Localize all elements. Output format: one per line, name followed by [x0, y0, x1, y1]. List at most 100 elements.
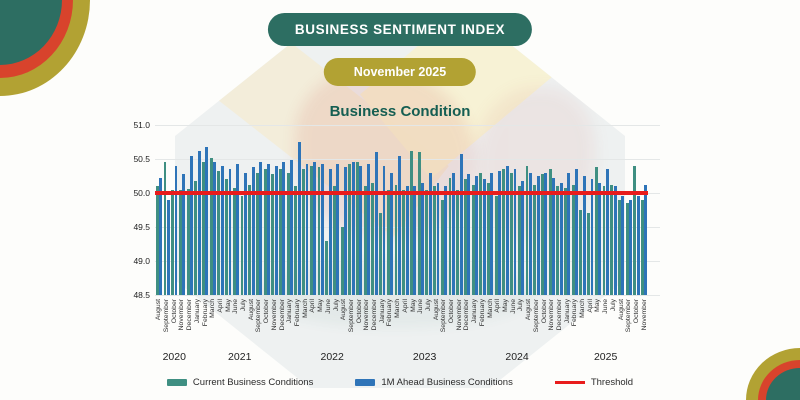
bar-1m-ahead-business-conditions [351, 162, 355, 295]
bar-current-business-conditions [548, 169, 552, 295]
x-axis-month-label: December [278, 299, 286, 331]
legend-current-business-conditions-label: Current Business Conditions [192, 377, 314, 388]
bar-1m-ahead-business-conditions [359, 165, 363, 295]
bar-current-business-conditions [641, 199, 644, 295]
bar-current-business-conditions [540, 173, 544, 295]
bar-current-business-conditions [348, 164, 352, 295]
x-axis-month-label: February [386, 299, 394, 327]
x-axis-month-label: September [163, 299, 171, 333]
x-axis-month-label: October [355, 299, 363, 324]
bar-1m-ahead-business-conditions [344, 167, 347, 295]
bar-current-business-conditions [394, 184, 398, 295]
x-axis-month-label: April [401, 299, 409, 313]
x-axis-month-label: May [409, 299, 417, 312]
x-axis-month-label: September [440, 299, 448, 333]
bar-1m-ahead-business-conditions [367, 164, 371, 295]
bar-1m-ahead-business-conditions [536, 176, 540, 295]
x-axis-month-label: September [625, 299, 633, 333]
bar-current-business-conditions [510, 172, 514, 295]
x-axis-month-label: July [332, 299, 340, 312]
bar-1m-ahead-business-conditions [282, 162, 286, 295]
bar-current-business-conditions [279, 169, 282, 295]
legend-current-business-conditions-swatch [166, 379, 187, 386]
bar-current-business-conditions [232, 187, 236, 295]
bar-1m-ahead-business-conditions [636, 196, 640, 295]
bar-current-business-conditions [602, 186, 606, 295]
x-axis-month-label: January [563, 299, 571, 324]
bar-current-business-conditions [209, 157, 213, 295]
bar-current-business-conditions [294, 186, 298, 295]
bar-1m-ahead-business-conditions [320, 164, 324, 295]
bar-current-business-conditions [309, 165, 313, 295]
bar-1m-ahead-business-conditions [490, 172, 494, 295]
y-axis-tick-label: 51.0 [133, 120, 150, 130]
bar-current-business-conditions [410, 150, 413, 295]
x-axis-year-label: 2023 [412, 351, 437, 363]
x-axis-month-label: September [347, 299, 355, 333]
x-axis-month-label: November [548, 299, 556, 331]
bar-1m-ahead-business-conditions [575, 169, 579, 295]
bar-1m-ahead-business-conditions [498, 171, 502, 295]
x-axis-month-label: June [324, 299, 332, 314]
bar-current-business-conditions [286, 172, 290, 295]
x-axis-month-label: July [609, 299, 617, 312]
bar-1m-ahead-business-conditions [505, 165, 509, 295]
x-axis-month-label: July [424, 299, 432, 312]
y-axis-tick-label: 50.0 [133, 188, 150, 198]
x-axis-month-label: November [178, 299, 186, 331]
bar-current-business-conditions [171, 189, 175, 295]
bar-1m-ahead-business-conditions [243, 172, 247, 295]
x-axis-month-label: November [455, 299, 463, 331]
x-axis-month-label: December [371, 299, 379, 331]
bar-1m-ahead-business-conditions [236, 164, 240, 295]
bar-current-business-conditions [494, 196, 498, 295]
bar-1m-ahead-business-conditions [413, 186, 417, 295]
x-axis-month-label: August [525, 299, 533, 321]
x-axis-month-label: February [571, 299, 579, 327]
bar-1m-ahead-business-conditions [559, 182, 563, 295]
bar-1m-ahead-business-conditions [451, 172, 455, 295]
bar-1m-ahead-business-conditions [482, 179, 486, 295]
y-axis-tick-label: 50.5 [133, 154, 150, 164]
bar-1m-ahead-business-conditions [528, 172, 532, 295]
x-axis-month-label: December [463, 299, 471, 331]
bar-1m-ahead-business-conditions [259, 162, 263, 295]
bar-1m-ahead-business-conditions [421, 182, 424, 295]
report-date-pill: November 2025 [323, 58, 477, 86]
x-axis-month-label: October [540, 299, 548, 324]
x-axis-month-label: January [193, 299, 201, 324]
bar-current-business-conditions [217, 171, 221, 295]
legend-1m-ahead-business-conditions-swatch [355, 379, 376, 386]
bar-current-business-conditions [456, 189, 460, 295]
x-axis-year-label: 2022 [320, 351, 344, 363]
bar-1m-ahead-business-conditions [197, 150, 201, 295]
x-axis-month-label: March [209, 299, 217, 318]
x-axis-month-label: October [170, 299, 178, 324]
x-axis-month-label: February [478, 299, 486, 327]
bar-current-business-conditions [225, 179, 229, 295]
chart-legend: Current Business Conditions 1M Ahead Busi… [0, 377, 800, 388]
x-axis-month-label: August [247, 299, 255, 321]
bar-1m-ahead-business-conditions [382, 165, 386, 295]
x-axis-month-label: July [240, 299, 248, 312]
x-axis-month-label: January [286, 299, 294, 324]
bar-1m-ahead-business-conditions [629, 199, 632, 295]
bar-current-business-conditions [633, 165, 637, 295]
bar-current-business-conditions [525, 165, 529, 295]
legend-threshold-label: Threshold [590, 377, 634, 388]
bar-current-business-conditions [202, 161, 205, 295]
bar-1m-ahead-business-conditions [582, 176, 586, 295]
bar-1m-ahead-business-conditions [567, 172, 571, 295]
bar-1m-ahead-business-conditions [467, 173, 471, 295]
x-axis-year-label: 2020 [162, 351, 186, 363]
bar-1m-ahead-business-conditions [182, 173, 186, 295]
x-axis-month-label: January [471, 299, 479, 324]
bar-current-business-conditions [479, 172, 483, 295]
x-axis-month-label: October [632, 299, 640, 324]
y-axis-tick-label: 48.5 [133, 290, 150, 300]
bar-current-business-conditions [248, 184, 252, 295]
bar-1m-ahead-business-conditions [174, 165, 178, 295]
x-axis-month-label: January [378, 299, 386, 324]
bar-1m-ahead-business-conditions [213, 162, 216, 295]
x-axis-month-label: March [579, 299, 587, 318]
